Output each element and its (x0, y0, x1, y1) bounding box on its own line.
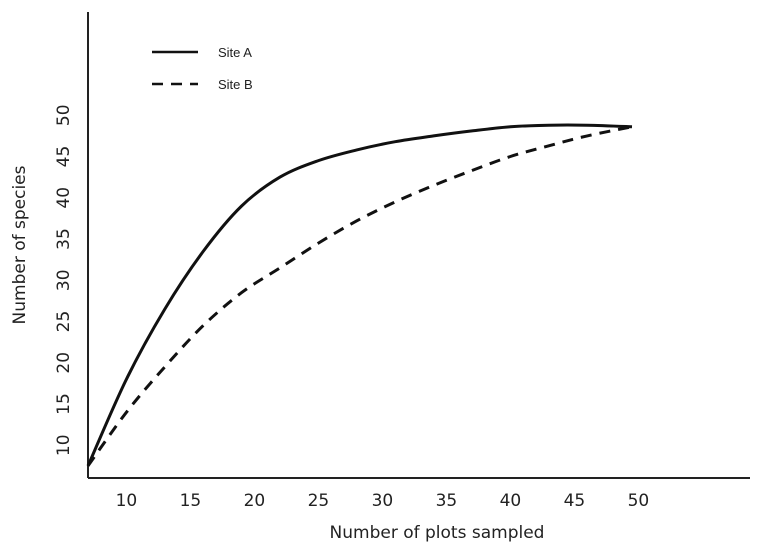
y-tick-label: 10 (54, 434, 74, 456)
x-tick-label: 40 (500, 491, 522, 511)
x-tick-label: 20 (244, 491, 266, 511)
legend: Site A Site B (152, 45, 253, 92)
y-tick-label: 20 (54, 352, 74, 374)
y-tick-label: 15 (54, 393, 74, 415)
x-tick-label: 30 (372, 491, 394, 511)
legend-label-site-a: Site A (218, 45, 252, 60)
y-axis-title: Number of species (10, 165, 30, 324)
y-tick-label: 40 (54, 187, 74, 209)
x-tick-label: 35 (436, 491, 458, 511)
y-tick-label: 50 (54, 104, 74, 126)
series-line-site-b (86, 125, 633, 467)
x-tick-label: 50 (628, 491, 650, 511)
y-tick-labels: 10 15 20 25 30 35 40 45 50 (54, 104, 74, 456)
x-tick-label: 45 (564, 491, 586, 511)
y-tick-label: 30 (54, 269, 74, 291)
x-tick-label: 15 (180, 491, 202, 511)
x-tick-label: 10 (116, 491, 138, 511)
x-tick-label: 25 (308, 491, 330, 511)
x-tick-labels: 10 15 20 25 30 35 40 45 50 (116, 491, 650, 511)
series-line-site-a (86, 123, 633, 467)
x-axis-title: Number of plots sampled (330, 523, 545, 543)
y-tick-label: 25 (54, 311, 74, 333)
y-tick-label: 45 (54, 146, 74, 168)
legend-label-site-b: Site B (218, 77, 253, 92)
y-tick-label: 35 (54, 228, 74, 250)
